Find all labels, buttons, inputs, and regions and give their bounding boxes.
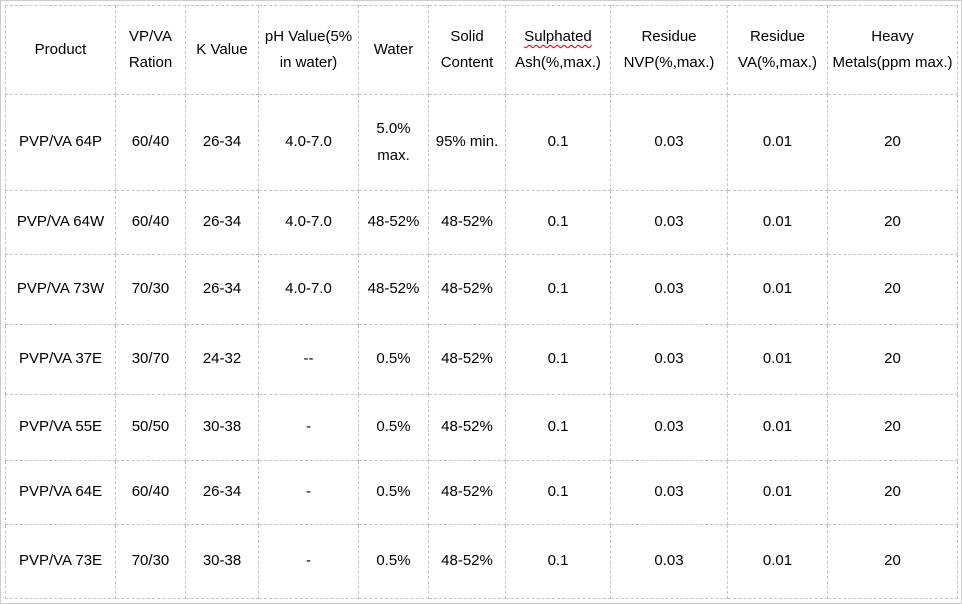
cell-vpva-ration: 60/40 [115,94,186,191]
col-header-vpva-ration: VP/VA Ration [115,5,186,95]
cell-water: 0.5% [358,394,429,461]
cell-k-value: 26-34 [185,94,259,191]
cell-heavy-metals: 20 [827,394,958,461]
cell-ph-value: 4.0-7.0 [258,94,359,191]
col-header-product: Product [5,5,116,95]
cell-ph-value: 4.0-7.0 [258,190,359,255]
cell-vpva-ration: 30/70 [115,324,186,395]
cell-residue-nvp: 0.03 [610,324,728,395]
table-row: PVP/VA 64E 60/40 26-34 - 0.5% 48-52% 0.1… [5,460,958,525]
col-header-heavy-metals-line1: Heavy [871,27,914,45]
col-header-heavy-metals: Heavy Metals(ppm max.) [827,5,958,95]
cell-water: 48-52% [358,190,429,255]
cell-vpva-ration: 60/40 [115,460,186,525]
cell-product: PVP/VA 37E [5,324,116,395]
cell-sulphated-ash: 0.1 [505,190,611,255]
cell-water: 0.5% [358,524,429,599]
table-row: PVP/VA 37E 30/70 24-32 -- 0.5% 48-52% 0.… [5,324,958,395]
col-header-water: Water [358,5,429,95]
table-row: PVP/VA 64W 60/40 26-34 4.0-7.0 48-52% 48… [5,190,958,255]
cell-sulphated-ash: 0.1 [505,394,611,461]
cell-product: PVP/VA 73E [5,524,116,599]
cell-ph-value: -- [258,324,359,395]
cell-vpva-ration: 70/30 [115,524,186,599]
cell-residue-nvp: 0.03 [610,254,728,325]
cell-residue-nvp: 0.03 [610,394,728,461]
cell-k-value: 26-34 [185,460,259,525]
cell-k-value: 24-32 [185,324,259,395]
misspelled-word: Sulphated [524,27,592,45]
table-row: PVP/VA 64P 60/40 26-34 4.0-7.0 5.0% max.… [5,94,958,191]
cell-sulphated-ash: 0.1 [505,254,611,325]
cell-product: PVP/VA 73W [5,254,116,325]
cell-residue-va: 0.01 [727,324,828,395]
cell-residue-va: 0.01 [727,254,828,325]
cell-heavy-metals: 20 [827,254,958,325]
table-row: PVP/VA 73W 70/30 26-34 4.0-7.0 48-52% 48… [5,254,958,325]
cell-ph-value: - [258,394,359,461]
cell-water: 0.5% [358,324,429,395]
cell-product: PVP/VA 64P [5,94,116,191]
cell-ph-value: 4.0-7.0 [258,254,359,325]
col-header-k-value: K Value [185,5,259,95]
cell-heavy-metals: 20 [827,524,958,599]
cell-solid-content: 48-52% [428,460,506,525]
cell-residue-va: 0.01 [727,394,828,461]
cell-water: 5.0% max. [358,94,429,191]
cell-sulphated-ash: 0.1 [505,324,611,395]
cell-sulphated-ash: 0.1 [505,94,611,191]
cell-vpva-ration: 60/40 [115,190,186,255]
cell-residue-nvp: 0.03 [610,460,728,525]
cell-water: 0.5% [358,460,429,525]
cell-product: PVP/VA 64W [5,190,116,255]
cell-residue-va: 0.01 [727,460,828,525]
cell-residue-va: 0.01 [727,94,828,191]
cell-residue-nvp: 0.03 [610,94,728,191]
cell-ph-value: - [258,460,359,525]
cell-heavy-metals: 20 [827,460,958,525]
col-header-residue-va: Residue VA(%,max.) [727,5,828,95]
cell-solid-content: 95% min. [428,94,506,191]
cell-k-value: 30-38 [185,524,259,599]
cell-water: 48-52% [358,254,429,325]
col-header-solid-content: Solid Content [428,5,506,95]
col-header-sulphated-ash: Sulphated Ash(%,max.) [505,5,611,95]
header-row: Product VP/VA Ration K Value pH Value(5%… [5,5,958,95]
cell-solid-content: 48-52% [428,524,506,599]
cell-residue-va: 0.01 [727,524,828,599]
table-row: PVP/VA 55E 50/50 30-38 - 0.5% 48-52% 0.1… [5,394,958,461]
cell-heavy-metals: 20 [827,190,958,255]
cell-vpva-ration: 50/50 [115,394,186,461]
cell-vpva-ration: 70/30 [115,254,186,325]
col-header-heavy-metals-line2: Metals(ppm max.) [832,54,953,71]
col-header-residue-nvp: Residue NVP(%,max.) [610,5,728,95]
cell-solid-content: 48-52% [428,394,506,461]
cell-solid-content: 48-52% [428,254,506,325]
col-header-ph-value: pH Value(5% in water) [258,5,359,95]
cell-residue-nvp: 0.03 [610,190,728,255]
cell-product: PVP/VA 55E [5,394,116,461]
cell-k-value: 26-34 [185,190,259,255]
table-row: PVP/VA 73E 70/30 30-38 - 0.5% 48-52% 0.1… [5,524,958,599]
cell-residue-va: 0.01 [727,190,828,255]
cell-k-value: 26-34 [185,254,259,325]
cell-product: PVP/VA 64E [5,460,116,525]
cell-sulphated-ash: 0.1 [505,460,611,525]
cell-heavy-metals: 20 [827,324,958,395]
cell-solid-content: 48-52% [428,324,506,395]
cell-k-value: 30-38 [185,394,259,461]
spec-table: Product VP/VA Ration K Value pH Value(5%… [5,5,958,599]
cell-residue-nvp: 0.03 [610,524,728,599]
cell-sulphated-ash: 0.1 [505,524,611,599]
cell-solid-content: 48-52% [428,190,506,255]
cell-ph-value: - [258,524,359,599]
cell-heavy-metals: 20 [827,94,958,191]
col-header-sulphated-ash-rest: Ash(%,max.) [515,54,601,71]
